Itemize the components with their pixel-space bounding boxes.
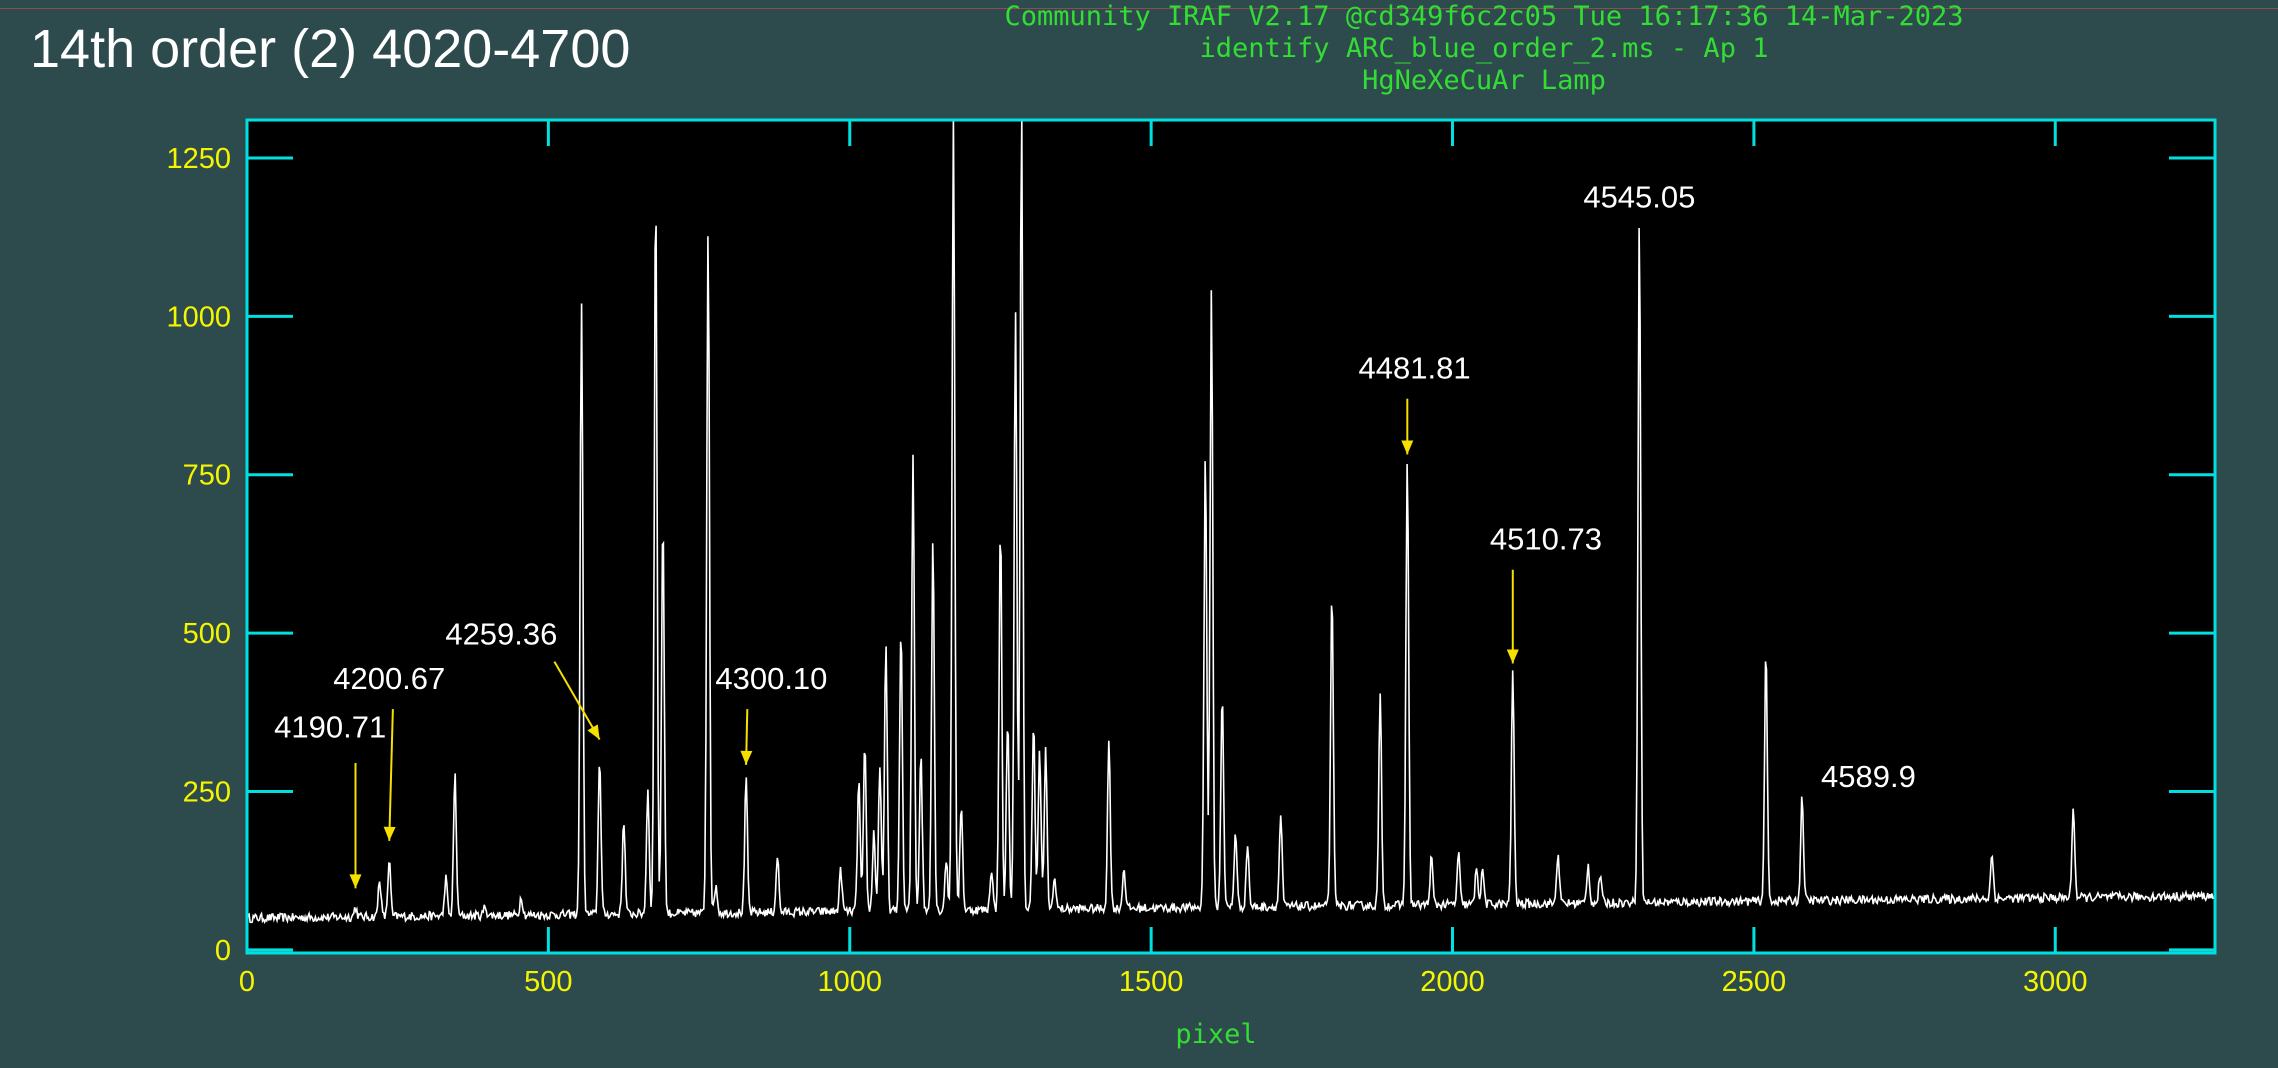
slide-title: 14th order (2) 4020-4700 — [30, 19, 631, 79]
line-id-label: 4259.36 — [445, 617, 557, 652]
y-tick-label: 500 — [183, 618, 231, 650]
x-tick-label: 3000 — [2023, 966, 2088, 998]
line-id-arrow — [388, 709, 394, 841]
iraf-banner-line: Community IRAF V2.17 @cd349f6c2c05 Tue 1… — [1004, 1, 1964, 32]
line-id-label: 4545.05 — [1583, 179, 1695, 214]
line-id-arrowhead — [1401, 440, 1414, 455]
x-tick-label: 1000 — [817, 966, 882, 998]
line-id-label: 4589.9 — [1821, 759, 1916, 794]
identify-task-line: identify ARC_blue_order_2.ms - Ap 1 — [1199, 33, 1769, 64]
plot-frame — [245, 118, 2217, 955]
line-id-arrowhead — [349, 874, 362, 889]
line-id-label: 4190.71 — [274, 710, 386, 745]
y-tick-label: 1250 — [166, 143, 231, 175]
x-tick-label: 0 — [239, 966, 255, 998]
spectrum-line — [247, 120, 2215, 925]
line-id-arrowhead — [740, 750, 753, 765]
line-id-arrow — [553, 661, 601, 741]
line-id-arrowhead — [587, 724, 600, 740]
y-tick-label: 750 — [183, 460, 231, 492]
y-tick-label: 250 — [183, 776, 231, 808]
x-tick-label: 2500 — [1722, 966, 1787, 998]
line-id-label: 4510.73 — [1490, 521, 1602, 556]
x-tick-label: 1500 — [1119, 966, 1184, 998]
x-axis-label: pixel — [1175, 1019, 1256, 1050]
top-rule — [0, 8, 2278, 9]
line-id-label: 4300.10 — [715, 661, 827, 696]
plot-area — [247, 120, 2215, 953]
y-tick-label: 0 — [215, 935, 231, 967]
x-tick-label: 500 — [524, 966, 572, 998]
line-id-label: 4481.81 — [1359, 350, 1471, 385]
line-id-arrowhead — [383, 826, 396, 841]
line-id-label: 4200.67 — [333, 661, 445, 696]
x-tick-label: 2000 — [1420, 966, 1485, 998]
line-id-arrowhead — [1506, 649, 1519, 664]
lamp-name-line: HgNeXeCuAr Lamp — [1362, 65, 1606, 96]
y-tick-label: 1000 — [166, 301, 231, 333]
